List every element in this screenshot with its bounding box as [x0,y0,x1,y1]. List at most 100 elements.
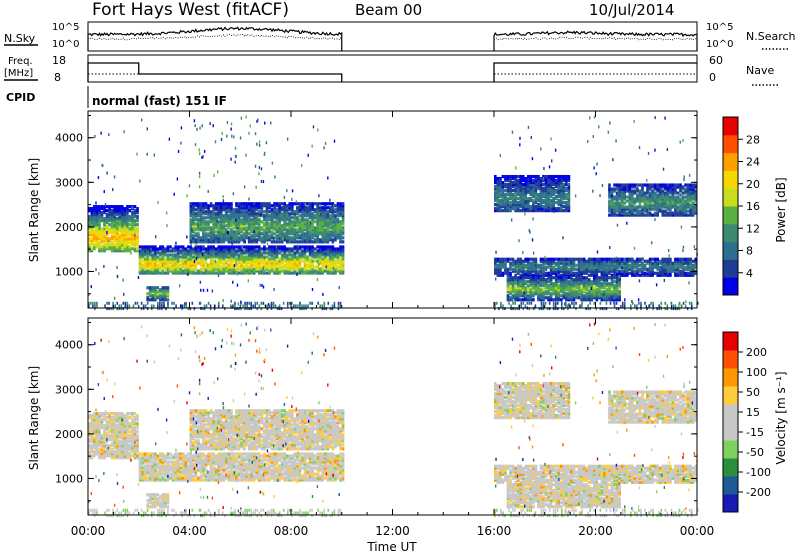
power-cell [202,261,205,265]
power-cell [534,197,538,201]
power-cell [516,267,520,271]
power-cell [120,221,124,225]
power-cell [329,271,332,275]
power-scatter [589,116,591,120]
power-cell [524,182,528,187]
power-cell [110,241,114,245]
power-cell [268,234,271,238]
power-cell [521,263,525,267]
power-cell [562,261,566,265]
power-cell [514,205,517,209]
power-cell [499,265,502,269]
power-cell [595,294,599,298]
power-cell [331,263,335,267]
power-cell [658,201,662,205]
power-cell [311,218,314,222]
power-cell [559,184,563,189]
power-cell [258,238,261,242]
power-cell [108,211,111,215]
power-cell [600,263,604,267]
power-cell [524,294,528,298]
power-cell [605,269,609,273]
power-cell [133,225,137,229]
power-cell [230,212,233,216]
power-cell [207,232,210,236]
power-cell [580,276,583,280]
power-cell [217,236,221,240]
power-cell [625,273,629,277]
power-cell [625,205,629,209]
power-cell [194,271,198,275]
power-cell [240,202,243,206]
power-cell [100,215,104,219]
power-cell [669,257,672,261]
power-cell [557,265,561,269]
power-cell [331,224,335,228]
power-cell [529,273,533,277]
power-cell [671,265,675,269]
power-cell [275,263,279,267]
power-cell [283,210,286,214]
power-cell [494,186,497,191]
power-cell [237,240,241,244]
power-cell [570,288,573,292]
power-cell [280,232,284,236]
power-cell [615,298,619,302]
power-cell [615,282,619,286]
power-cell [615,265,619,269]
power-scatter [318,194,320,198]
power-scatter [596,250,599,254]
power-cell [189,212,193,216]
power-cell [529,282,533,286]
power-cell [636,269,639,273]
power-cell [288,208,292,212]
power-cell [519,193,522,197]
power-cell [296,251,299,255]
power-cell [658,197,662,201]
power-cell [192,208,195,212]
power-cell [567,186,571,191]
power-cell [658,273,662,277]
power-cell [260,228,264,232]
power-cell [227,255,231,259]
power-cell [554,188,558,193]
power-cell [285,257,289,261]
power-cell [651,261,654,265]
power-cell [250,255,253,259]
power-cell [653,201,657,205]
power-cell [570,267,573,271]
power-cell [131,223,134,227]
power-scatter [282,237,284,241]
power-cell [230,210,233,214]
power-cell [514,195,517,199]
power-cell [263,230,266,234]
power-cell [585,282,588,286]
power-cell [691,193,695,197]
power-cell [181,261,185,265]
power-cell [232,240,236,244]
power-cell [496,195,500,199]
power-cell [321,265,325,269]
power-cell [250,238,253,242]
power-cell [608,261,611,265]
power-cell [95,213,99,217]
power-cell [247,214,251,218]
power-cell [537,174,540,179]
power-cell [496,193,500,197]
power-cell [529,278,533,282]
power-cell [618,191,621,195]
power-cell [212,230,215,234]
power-cell [577,269,581,273]
power-cell [252,228,256,232]
power-cell [592,267,596,271]
power-cell [326,236,330,240]
power-cell [580,280,583,284]
power-cell [232,236,236,240]
power-scatter [176,177,179,181]
power-cell [529,193,533,197]
power-cell [110,231,114,235]
power-cell [506,184,510,189]
power-cell [336,206,340,210]
power-cell [138,257,142,261]
power-ground-cell [112,307,114,311]
